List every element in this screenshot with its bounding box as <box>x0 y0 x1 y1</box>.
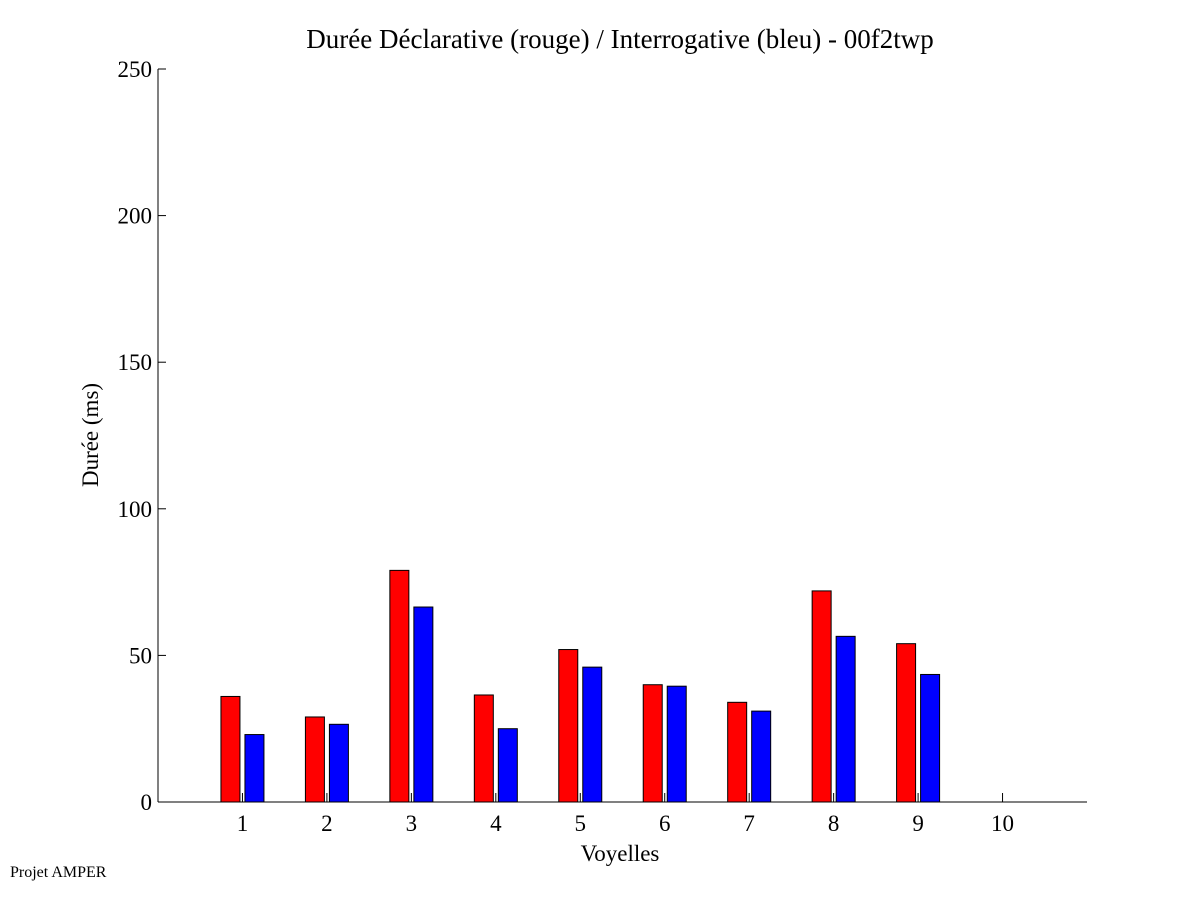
y-tick-label-250: 250 <box>118 57 153 82</box>
bar-series-2-cat-5 <box>582 666 603 803</box>
bar-series-1-cat-5 <box>558 649 579 803</box>
x-tick-label-8: 8 <box>828 811 840 836</box>
bar-series-2-cat-2 <box>328 723 349 803</box>
axes-layer <box>157 68 1087 803</box>
bar-series-2-cat-1 <box>244 734 265 803</box>
tick-labels-layer: 0 50 100 150 200 250 1 2 3 4 5 6 7 8 9 10 <box>118 57 1015 836</box>
bar-series-2-cat-4 <box>497 728 518 803</box>
bar-series-1-cat-2 <box>304 716 325 803</box>
bar-series-2-cat-8 <box>835 635 856 803</box>
bar-series-2-cat-6 <box>666 685 687 803</box>
y-tick-label-50: 50 <box>129 643 152 668</box>
bar-series-1-cat-6 <box>642 684 663 803</box>
y-tick-label-100: 100 <box>118 497 153 522</box>
bar-series-1-cat-4 <box>473 694 494 803</box>
x-tick-label-7: 7 <box>743 811 755 836</box>
bars-layer <box>220 569 941 803</box>
x-tick-label-5: 5 <box>575 811 587 836</box>
bar-series-1-cat-8 <box>811 590 832 803</box>
bar-series-1-cat-7 <box>727 701 748 803</box>
y-axis-label: Durée (ms) <box>78 383 103 487</box>
y-tick-label-0: 0 <box>141 790 153 815</box>
bar-series-2-cat-7 <box>751 710 772 803</box>
y-tick-label-200: 200 <box>118 204 153 229</box>
x-tick-label-10: 10 <box>991 811 1014 836</box>
bar-series-1-cat-9 <box>896 643 917 803</box>
x-tick-label-6: 6 <box>659 811 671 836</box>
x-tick-label-1: 1 <box>237 811 249 836</box>
chart-title: Durée Déclarative (rouge) / Interrogativ… <box>306 24 933 54</box>
y-tick-label-150: 150 <box>118 350 153 375</box>
bar-series-1-cat-1 <box>220 695 241 803</box>
bar-series-1-cat-3 <box>389 569 410 803</box>
x-tick-label-4: 4 <box>490 811 502 836</box>
footer-label: Projet AMPER <box>10 864 107 881</box>
bar-series-2-cat-9 <box>920 673 941 803</box>
bar-series-2-cat-3 <box>413 606 434 803</box>
x-axis-label: Voyelles <box>581 841 660 866</box>
x-tick-label-2: 2 <box>321 811 333 836</box>
x-tick-label-9: 9 <box>912 811 924 836</box>
x-tick-label-3: 3 <box>406 811 418 836</box>
